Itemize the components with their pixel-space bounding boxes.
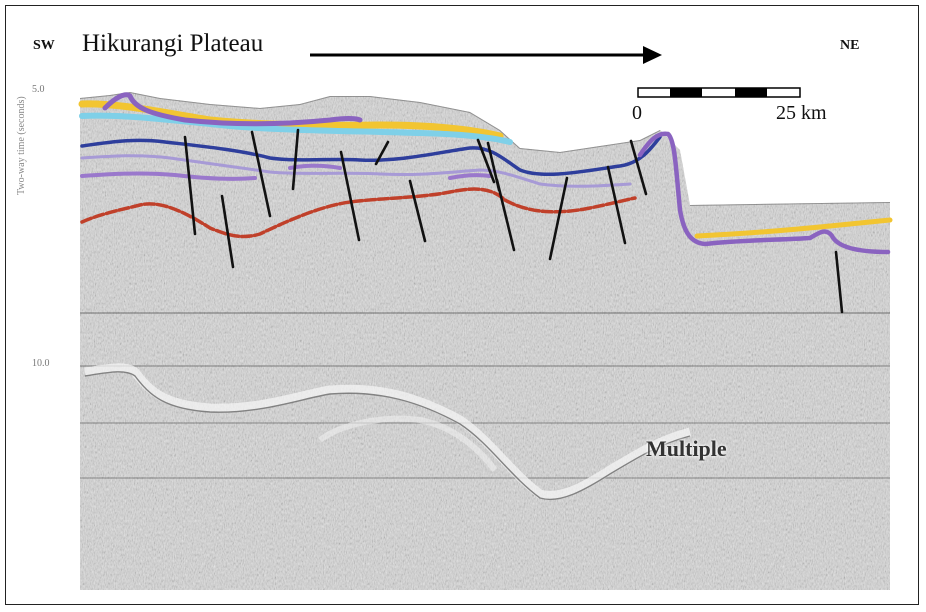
multiple-annotation: Multiple (646, 436, 727, 461)
fault-line (629, 139, 648, 196)
fault-line (606, 165, 627, 245)
fault-line (250, 130, 272, 218)
figure-title: Hikurangi Plateau (82, 30, 264, 57)
fault-line (339, 150, 361, 242)
y-axis-label: Two-way time (seconds) (16, 96, 27, 195)
fault-line (834, 250, 844, 314)
escarpment-reflector (637, 131, 891, 255)
fault-line (291, 128, 300, 191)
lavender-reflector (80, 154, 632, 188)
ne-direction-label: NE (840, 38, 860, 53)
scale-end-label: 25 km (776, 102, 827, 124)
direction-arrow (310, 46, 662, 64)
scale-bar (637, 87, 801, 98)
fault-line (408, 179, 427, 243)
fault-line (374, 140, 390, 166)
purple-reflector-lower (80, 163, 492, 181)
figure-frame (5, 5, 919, 605)
y-tick-label: 10.0 (32, 358, 50, 369)
purple-reflector-upper (102, 92, 363, 127)
faults (183, 128, 844, 314)
cyan-reflector (79, 112, 513, 145)
fault-line (476, 138, 496, 184)
y-tick-label: 5.0 (32, 84, 45, 95)
sw-direction-label: SW (33, 38, 55, 53)
blue-reflector (80, 135, 662, 176)
fault-line (548, 176, 569, 261)
fault-line (220, 194, 235, 269)
fault-line (495, 178, 516, 252)
yellow-reflector-basin (694, 217, 893, 239)
fault-line (183, 135, 197, 236)
scale-start-label: 0 (632, 102, 642, 124)
